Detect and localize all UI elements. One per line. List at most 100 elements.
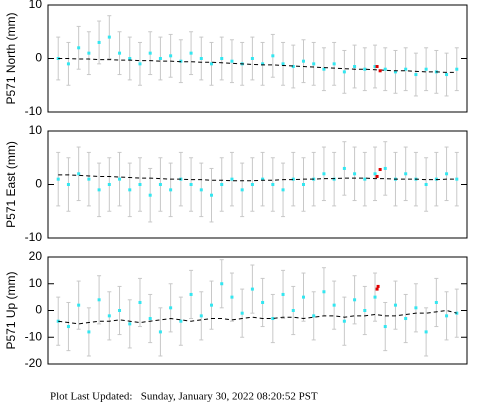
point [301, 183, 305, 186]
point [199, 57, 203, 60]
point [414, 73, 418, 77]
point [66, 62, 70, 66]
point [128, 188, 132, 192]
y-axis-label: P571 North (mm) [4, 12, 18, 104]
y-tick-label: 10 [29, 0, 43, 11]
point [220, 57, 224, 60]
point [199, 188, 203, 192]
point [332, 62, 336, 66]
point [434, 300, 438, 304]
y-tick-label: 20 [29, 249, 43, 263]
point [271, 54, 275, 58]
point [301, 295, 305, 299]
y-tick-label: 0 [35, 177, 42, 191]
y-tick-label: -10 [25, 104, 43, 118]
y-tick-label: -10 [25, 230, 43, 244]
point [375, 65, 379, 69]
point [189, 292, 193, 296]
model-line [58, 58, 457, 73]
point [353, 65, 357, 69]
point [404, 67, 408, 71]
point [291, 309, 295, 312]
point [375, 174, 379, 178]
point [434, 177, 438, 181]
point [118, 309, 122, 312]
point [240, 188, 244, 192]
point [301, 59, 305, 63]
point [455, 67, 459, 71]
point [199, 314, 203, 318]
point [455, 177, 459, 181]
point [128, 57, 132, 60]
point [77, 303, 81, 307]
point [56, 177, 60, 181]
point [393, 70, 397, 74]
point [77, 46, 81, 50]
point [66, 183, 70, 186]
point [332, 177, 336, 181]
point [66, 325, 70, 329]
point [404, 172, 408, 176]
point [424, 183, 428, 186]
point [87, 177, 91, 181]
point [445, 314, 449, 318]
point [291, 177, 295, 181]
point [271, 183, 275, 186]
point [128, 322, 132, 326]
point [148, 317, 152, 321]
point [107, 314, 111, 318]
model-line [58, 174, 457, 182]
point [179, 59, 183, 63]
point [169, 54, 173, 58]
point [424, 330, 428, 334]
point [414, 306, 418, 310]
y-tick-label: -10 [25, 329, 43, 343]
point [363, 67, 367, 71]
point [107, 35, 111, 39]
point [77, 172, 81, 176]
point [271, 317, 275, 321]
point [97, 298, 101, 302]
point [373, 172, 377, 176]
point [353, 172, 357, 176]
y-tick-label: 0 [35, 51, 42, 65]
point [373, 65, 377, 69]
point [261, 177, 265, 181]
y-axis-label: P571 East (mm) [4, 141, 18, 228]
point [261, 62, 265, 66]
point [404, 317, 408, 321]
point [378, 168, 382, 172]
point [375, 287, 379, 291]
point [445, 172, 449, 176]
point [118, 51, 122, 55]
point [342, 70, 346, 74]
point [332, 303, 336, 307]
point [210, 193, 214, 197]
point [107, 183, 111, 186]
point [138, 62, 142, 66]
point [383, 67, 387, 71]
point [189, 51, 193, 55]
point [393, 303, 397, 307]
point [250, 183, 254, 186]
point [445, 73, 449, 77]
point [342, 319, 346, 323]
point [138, 300, 142, 304]
point [373, 295, 377, 299]
point [210, 62, 214, 66]
point [353, 298, 357, 302]
point [342, 166, 346, 170]
y-tick-label: 10 [29, 123, 43, 137]
point [148, 193, 152, 197]
point [322, 172, 326, 176]
point [291, 65, 295, 69]
y-tick-label: 10 [29, 276, 43, 290]
model-line [58, 309, 457, 325]
point [169, 306, 173, 310]
point [87, 330, 91, 334]
point [322, 290, 326, 294]
point [376, 284, 380, 288]
y-tick-label: 0 [35, 303, 42, 317]
point [424, 67, 428, 71]
